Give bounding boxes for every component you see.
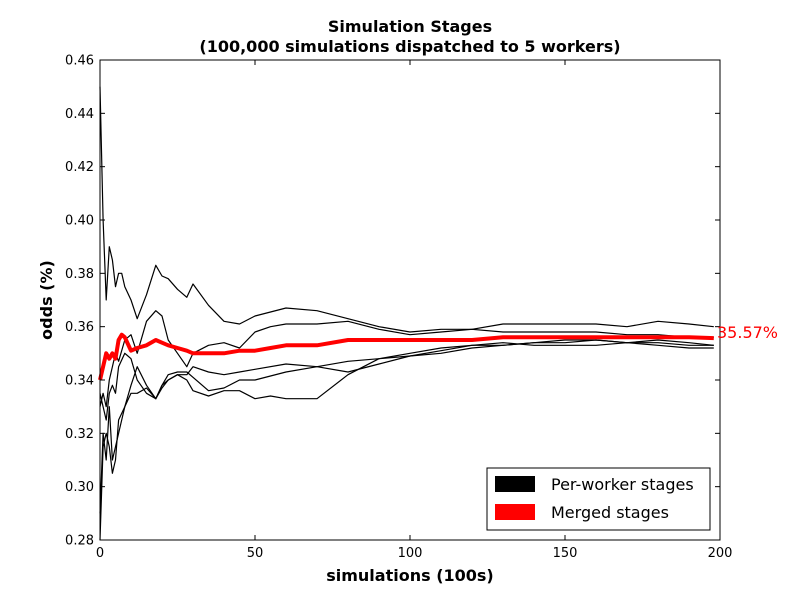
y-tick-label: 0.32 bbox=[65, 427, 94, 442]
y-axis: 0.28 0.30 0.32 0.34 0.36 0.38 0.40 0.42 0.44 0.46 bbox=[65, 54, 720, 549]
y-tick-label: 0.46 bbox=[65, 54, 94, 69]
x-axis: 0 50 100 150 200 bbox=[96, 60, 733, 561]
x-axis-label: simulations (100s) bbox=[326, 566, 494, 585]
y-tick-label: 0.34 bbox=[65, 374, 94, 389]
y-tick-label: 0.40 bbox=[65, 214, 94, 229]
legend-swatch-merged bbox=[495, 504, 535, 520]
series-layer bbox=[98, 86, 714, 541]
y-tick-label: 0.28 bbox=[65, 534, 94, 549]
worker-series-line-4 bbox=[99, 339, 714, 541]
y-tick-label: 0.38 bbox=[65, 267, 94, 282]
y-tick-label: 0.30 bbox=[65, 480, 94, 495]
plot-area bbox=[98, 59, 721, 541]
y-tick-label: 0.36 bbox=[65, 320, 94, 335]
x-tick-label: 150 bbox=[553, 546, 578, 561]
plot-background bbox=[100, 60, 720, 540]
chart-subtitle: (100,000 simulations dispatched to 5 wor… bbox=[199, 37, 620, 56]
y-axis-label: odds (%) bbox=[37, 260, 56, 340]
x-tick-label: 100 bbox=[398, 546, 423, 561]
final-value-annotation: 35.57% bbox=[717, 323, 778, 342]
merged-series-line bbox=[98, 332, 714, 381]
worker-series-line-1 bbox=[99, 86, 714, 333]
legend: Per-worker stages Merged stages bbox=[486, 467, 711, 531]
x-tick-label: 50 bbox=[247, 546, 264, 561]
x-tick-label: 200 bbox=[708, 546, 733, 561]
chart-title: Simulation Stages bbox=[328, 17, 492, 36]
worker-series-line-2 bbox=[99, 310, 714, 408]
y-tick-label: 0.42 bbox=[65, 160, 94, 175]
legend-label-per-worker: Per-worker stages bbox=[551, 475, 694, 494]
x-tick-label: 0 bbox=[96, 546, 104, 561]
legend-swatch-per-worker bbox=[495, 476, 535, 492]
legend-label-merged: Merged stages bbox=[551, 503, 669, 522]
worker-series-line-5 bbox=[99, 342, 714, 421]
y-tick-label: 0.44 bbox=[65, 107, 94, 122]
